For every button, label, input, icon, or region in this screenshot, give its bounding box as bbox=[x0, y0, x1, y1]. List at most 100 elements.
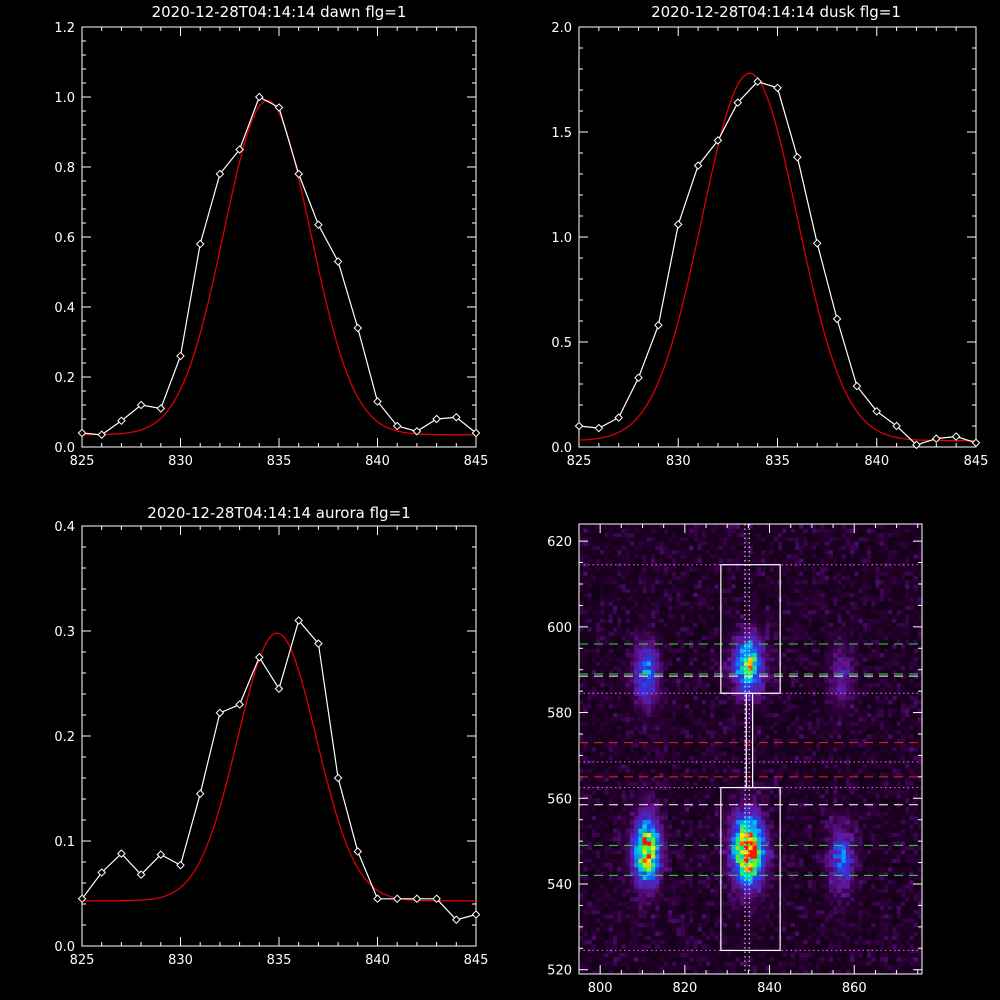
heatmap-cell bbox=[689, 922, 694, 928]
heatmap-cell bbox=[684, 682, 690, 688]
heatmap-cell bbox=[739, 776, 745, 782]
heatmap-cell bbox=[650, 781, 656, 786]
heatmap-cell bbox=[714, 824, 720, 829]
heatmap-cell bbox=[672, 631, 677, 636]
heatmap-cell bbox=[634, 549, 639, 555]
heatmap-cell bbox=[748, 554, 754, 559]
heatmap-cell bbox=[761, 811, 766, 816]
heatmap-cell bbox=[638, 742, 643, 748]
data-point bbox=[156, 850, 166, 859]
heatmap-cell bbox=[646, 781, 652, 786]
heatmap-cell bbox=[634, 605, 639, 611]
heatmap-cell bbox=[761, 605, 766, 611]
heatmap-cell bbox=[689, 952, 694, 958]
heatmap-cell bbox=[752, 738, 758, 743]
heatmap-cell bbox=[600, 618, 605, 623]
heatmap-cell bbox=[739, 528, 745, 533]
heatmap-cell bbox=[612, 935, 618, 941]
heatmap-cell bbox=[659, 729, 665, 735]
heatmap-cell bbox=[756, 541, 762, 546]
heatmap-cell bbox=[676, 746, 682, 752]
heatmap-cell bbox=[731, 858, 737, 863]
heatmap-cell bbox=[748, 764, 754, 769]
heatmap-cell bbox=[646, 738, 652, 743]
heatmap-cell bbox=[600, 742, 605, 748]
heatmap-cell bbox=[761, 554, 766, 559]
heatmap-cell bbox=[672, 969, 677, 975]
heatmap-cell bbox=[655, 524, 660, 529]
heatmap-cell bbox=[629, 691, 635, 696]
heatmap-cell bbox=[646, 759, 652, 765]
heatmap-cell bbox=[659, 742, 665, 748]
heatmap-cell bbox=[727, 708, 732, 713]
heatmap-cell bbox=[684, 866, 690, 872]
heatmap-cell bbox=[680, 884, 686, 889]
heatmap-cell bbox=[667, 609, 673, 615]
heatmap-cell bbox=[583, 588, 588, 593]
heatmap-cell bbox=[625, 644, 631, 649]
heatmap-cell bbox=[731, 545, 737, 551]
heatmap-cell bbox=[731, 866, 737, 872]
heatmap-cell bbox=[676, 849, 682, 855]
heatmap-cell bbox=[731, 695, 737, 701]
heatmap-cell bbox=[739, 549, 745, 555]
heatmap-cell bbox=[655, 836, 660, 842]
heatmap-cell bbox=[608, 528, 614, 533]
heatmap-cell bbox=[680, 888, 686, 893]
heatmap-cell bbox=[727, 742, 732, 748]
heatmap-cell bbox=[659, 609, 665, 615]
heatmap-cell bbox=[689, 541, 694, 546]
heatmap-cell bbox=[583, 545, 588, 551]
heatmap-cell bbox=[650, 854, 656, 859]
heatmap-cell bbox=[621, 952, 626, 958]
heatmap-cell bbox=[617, 618, 622, 623]
heatmap-cell bbox=[672, 896, 677, 902]
heatmap-cell bbox=[667, 914, 673, 919]
heatmap-cell bbox=[710, 892, 715, 898]
heatmap-cell bbox=[595, 905, 601, 911]
heatmap-cell bbox=[756, 631, 762, 636]
heatmap-cell bbox=[744, 849, 749, 855]
heatmap-cell bbox=[625, 725, 631, 731]
heatmap-cell bbox=[655, 918, 660, 923]
heatmap-cell bbox=[663, 532, 669, 538]
heatmap-cell bbox=[659, 824, 665, 829]
fit-curve bbox=[578, 72, 976, 442]
heatmap-cell bbox=[676, 854, 682, 859]
heatmap-cell bbox=[735, 554, 741, 559]
heatmap-cell bbox=[638, 584, 643, 589]
heatmap-cell bbox=[583, 969, 588, 975]
fit-curve bbox=[82, 632, 476, 902]
heatmap-cell bbox=[672, 764, 677, 769]
heatmap-cell bbox=[621, 665, 626, 671]
heatmap-cell bbox=[739, 678, 745, 683]
heatmap-cell bbox=[629, 665, 635, 671]
heatmap-cell bbox=[761, 944, 766, 949]
heatmap-cell bbox=[714, 571, 720, 576]
heatmap-cell bbox=[638, 721, 643, 726]
heatmap-cell bbox=[612, 961, 618, 966]
heatmap-cell bbox=[722, 554, 728, 559]
heatmap-cell bbox=[735, 854, 741, 859]
heatmap-cell bbox=[722, 712, 728, 718]
heatmap-cell bbox=[659, 944, 665, 949]
heatmap-cell bbox=[748, 656, 754, 662]
heatmap-cell bbox=[697, 592, 703, 598]
heatmap-cell bbox=[748, 622, 754, 628]
heatmap-cell bbox=[756, 961, 762, 966]
heatmap-cell bbox=[650, 875, 656, 881]
heatmap-cell bbox=[655, 746, 660, 752]
heatmap-cell bbox=[744, 596, 749, 602]
heatmap-cell bbox=[748, 536, 754, 542]
heatmap-cell bbox=[600, 661, 605, 666]
heatmap-cell bbox=[595, 858, 601, 863]
y-tick-label: 1.5 bbox=[551, 126, 572, 141]
heatmap-cell bbox=[663, 785, 669, 791]
heatmap-cell bbox=[646, 699, 652, 705]
heatmap-cell bbox=[710, 661, 715, 666]
heatmap-cell bbox=[591, 858, 597, 863]
heatmap-cell bbox=[761, 879, 766, 885]
heatmap-cell bbox=[621, 905, 626, 911]
heatmap-cell bbox=[595, 862, 601, 868]
heatmap-cell bbox=[680, 806, 686, 812]
